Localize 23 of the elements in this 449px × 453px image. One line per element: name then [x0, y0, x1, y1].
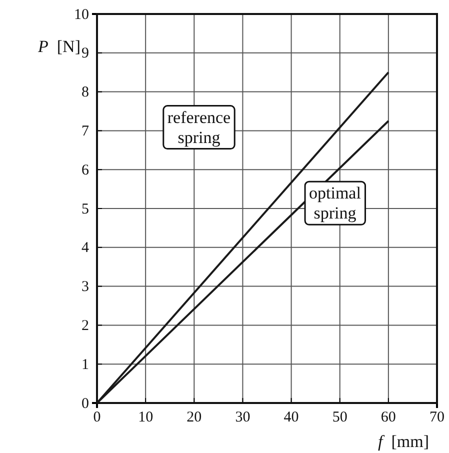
y-tick-label: 3	[82, 279, 89, 296]
y-tick-label: 8	[82, 84, 89, 101]
y-tick-label: 4	[82, 240, 90, 256]
y-tick-label: 10	[74, 6, 89, 23]
y-tick-label: 7	[82, 124, 90, 140]
y-tick-label: 2	[82, 318, 89, 334]
x-tick-label: 40	[284, 410, 299, 426]
x-tick-label: 60	[380, 410, 396, 426]
text: reference spring	[167, 108, 231, 147]
x-tick-label: 50	[332, 410, 348, 426]
y-tick-label: 5	[82, 201, 89, 218]
y-tick-label: 9	[82, 46, 89, 62]
y-tick-label: 0	[82, 396, 89, 412]
y-tick-label: 6	[82, 162, 90, 178]
x-tick-label: 20	[186, 410, 202, 426]
y-axis-title: P [N]	[37, 37, 80, 56]
x-axis-title: f [mm]	[378, 432, 430, 451]
x-tick-label: 10	[138, 410, 154, 426]
x-tick-label: 70	[430, 410, 444, 426]
x-tick-label: 30	[235, 410, 250, 426]
y-tick-label: 1	[82, 356, 89, 373]
series-label: optimal spring	[309, 184, 362, 223]
x-tick-label: 0	[93, 410, 101, 426]
